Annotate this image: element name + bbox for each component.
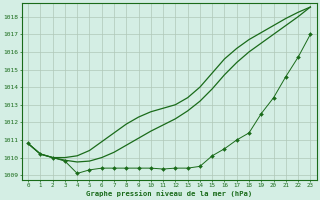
X-axis label: Graphe pression niveau de la mer (hPa): Graphe pression niveau de la mer (hPa) — [86, 190, 252, 197]
